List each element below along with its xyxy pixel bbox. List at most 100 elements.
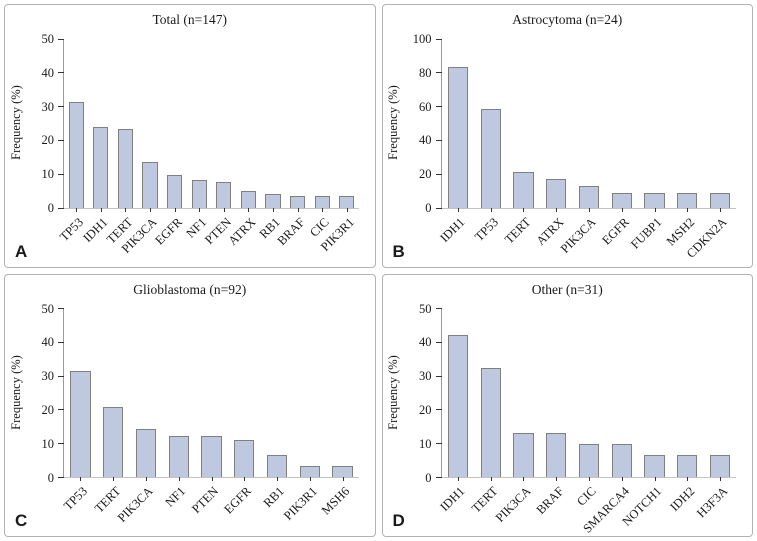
x-tick-label: EGFR [599,214,632,247]
x-tick-mark [322,207,324,212]
y-tick-label: 40 [419,133,432,148]
y-tick-label: 0 [47,470,54,485]
x-tick-mark [589,207,590,212]
bar [191,179,207,208]
bar [578,186,600,208]
bar [314,196,330,208]
y-tick-mark [58,443,64,445]
y-tick-mark [435,477,442,478]
bar [339,196,355,208]
y-tick-label: 10 [41,167,55,182]
y-tick-mark [58,106,64,108]
x-tick-label: TERT [501,214,534,246]
y-tick-mark [435,207,442,209]
x-tick-label: FUBP1 [628,214,665,251]
bar [447,335,469,477]
bar [480,367,501,477]
bar [332,465,353,477]
y-tick-label: 0 [425,201,432,215]
bar [644,455,665,477]
bar [299,465,320,477]
x-tick-mark [297,207,299,212]
x-tick-label: TP53 [61,484,91,514]
y-tick-label: 20 [41,133,55,148]
y-axis-label-wrap: Frequency (%) [386,305,402,481]
x-tick-mark [342,477,344,481]
x-tick-mark [589,477,590,481]
x-tick-label: EGFR [221,484,255,517]
x-tick-mark [76,207,78,212]
x-tick-label: PTEN [189,484,222,516]
x-tick-mark [457,207,459,212]
x-tick-mark [523,207,525,212]
y-tick-mark [435,375,442,377]
x-tick-mark [211,477,213,481]
y-tick-label: 30 [41,369,55,384]
bar [611,193,632,208]
x-tick-mark [113,477,115,481]
bar [677,193,698,208]
panel-glioblastoma: Glioblastoma (n=92) Frequency (%) 0 10 20 3… [4,273,376,537]
x-tick-label: PIK3CA [558,214,599,256]
y-axis-label: Frequency (%) [8,85,23,161]
x-tick-mark [223,207,225,212]
x-tick-label: BRAF [274,214,308,248]
x-tick-label: H3F3A [693,484,731,521]
y-tick-mark [58,409,64,411]
y-axis-label: Frequency (%) [386,354,400,430]
y-tick-mark [435,38,442,40]
bar [677,455,698,477]
y-tick-mark [435,139,442,141]
y-axis-label-wrap: Frequency (%) [8,305,24,481]
x-tick-label: IDH1 [437,484,468,515]
y-tick-mark [58,72,64,74]
y-axis-label-wrap: Frequency (%) [8,35,24,211]
x-tick-label: EGFR [152,214,185,247]
bar [234,440,255,477]
x-tick-mark [174,207,176,212]
panel-other: Other (n=31) Frequency (%) 0 10 20 30 40 50 ID… [381,273,753,537]
y-tick-label: 50 [41,301,55,316]
y-tick-label: 20 [41,402,55,417]
x-tick-mark [687,477,689,481]
chart-title: Total (n=147) [152,12,228,27]
y-tick-mark [435,409,442,411]
x-tick-label: BRAF [533,484,567,517]
plot-area: 0 10 20 30 40 50 IDH1 TERT PIK3CA BRAF CIC SMARCA4 N… [419,302,736,536]
bar [265,193,281,208]
bar [546,179,567,208]
y-tick-label: 50 [41,32,55,46]
y-tick-mark [435,106,442,108]
x-tick-label: ATRX [225,214,259,248]
x-tick-mark [490,207,492,212]
panel-total: Total (n=147) Frequency (%) 0 10 20 30 40 50 T… [4,4,376,268]
bar [135,429,157,477]
bar [578,444,600,477]
bar [93,127,109,208]
chart-title: Other (n=31) [531,281,603,297]
x-tick-mark [621,477,623,481]
x-tick-mark [556,207,558,212]
bar [709,455,731,477]
y-tick-label: 0 [425,470,432,485]
bar [167,175,183,208]
x-tick-label: TP53 [471,214,501,244]
y-tick-label: 10 [41,436,55,451]
bar [513,433,534,477]
x-tick-mark [178,477,180,481]
x-tick-label: PIK3R1 [280,484,320,523]
x-tick-mark [523,477,525,481]
x-tick-label: MSH6 [319,484,353,518]
bar [168,436,189,477]
x-tick-label: RB1 [260,484,287,511]
bar [447,66,469,208]
x-tick-mark [248,207,250,212]
x-tick-mark [309,477,311,481]
x-tick-mark [457,477,459,481]
y-tick-mark [58,341,64,343]
chart-title: Glioblastoma (n=92) [133,281,247,297]
x-tick-label: TP53 [57,214,87,244]
panel-letter: D [392,511,405,530]
x-tick-mark [100,207,102,212]
bar [103,407,124,477]
